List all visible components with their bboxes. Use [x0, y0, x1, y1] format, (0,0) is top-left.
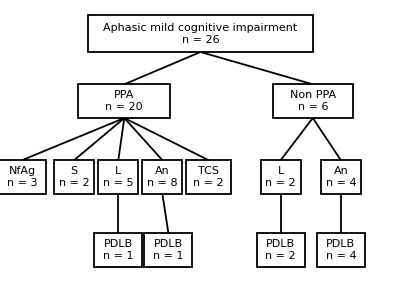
- Text: PDLB
n = 2: PDLB n = 2: [265, 239, 296, 261]
- FancyBboxPatch shape: [142, 160, 182, 194]
- FancyBboxPatch shape: [144, 233, 192, 267]
- Text: PDLB
n = 4: PDLB n = 4: [326, 239, 356, 261]
- FancyBboxPatch shape: [273, 84, 353, 118]
- Text: An
n = 8: An n = 8: [147, 166, 178, 188]
- FancyBboxPatch shape: [78, 84, 170, 118]
- Text: PDLB
n = 1: PDLB n = 1: [103, 239, 134, 261]
- FancyBboxPatch shape: [186, 160, 231, 194]
- FancyBboxPatch shape: [261, 160, 301, 194]
- FancyBboxPatch shape: [257, 233, 305, 267]
- FancyBboxPatch shape: [98, 160, 138, 194]
- Text: L
n = 2: L n = 2: [265, 166, 296, 188]
- Text: Aphasic mild cognitive impairment
n = 26: Aphasic mild cognitive impairment n = 26: [103, 23, 298, 44]
- FancyBboxPatch shape: [54, 160, 94, 194]
- FancyBboxPatch shape: [321, 160, 361, 194]
- Text: PDLB
n = 1: PDLB n = 1: [153, 239, 184, 261]
- FancyBboxPatch shape: [317, 233, 365, 267]
- FancyBboxPatch shape: [0, 160, 46, 194]
- FancyBboxPatch shape: [88, 15, 313, 52]
- Text: An
n = 4: An n = 4: [326, 166, 356, 188]
- Text: NfAg
n = 3: NfAg n = 3: [7, 166, 37, 188]
- Text: S
n = 2: S n = 2: [59, 166, 89, 188]
- FancyBboxPatch shape: [94, 233, 142, 267]
- Text: PPA
n = 20: PPA n = 20: [105, 90, 143, 112]
- Text: L
n = 5: L n = 5: [103, 166, 134, 188]
- Text: TCS
n = 2: TCS n = 2: [193, 166, 224, 188]
- Text: Non PPA
n = 6: Non PPA n = 6: [290, 90, 336, 112]
